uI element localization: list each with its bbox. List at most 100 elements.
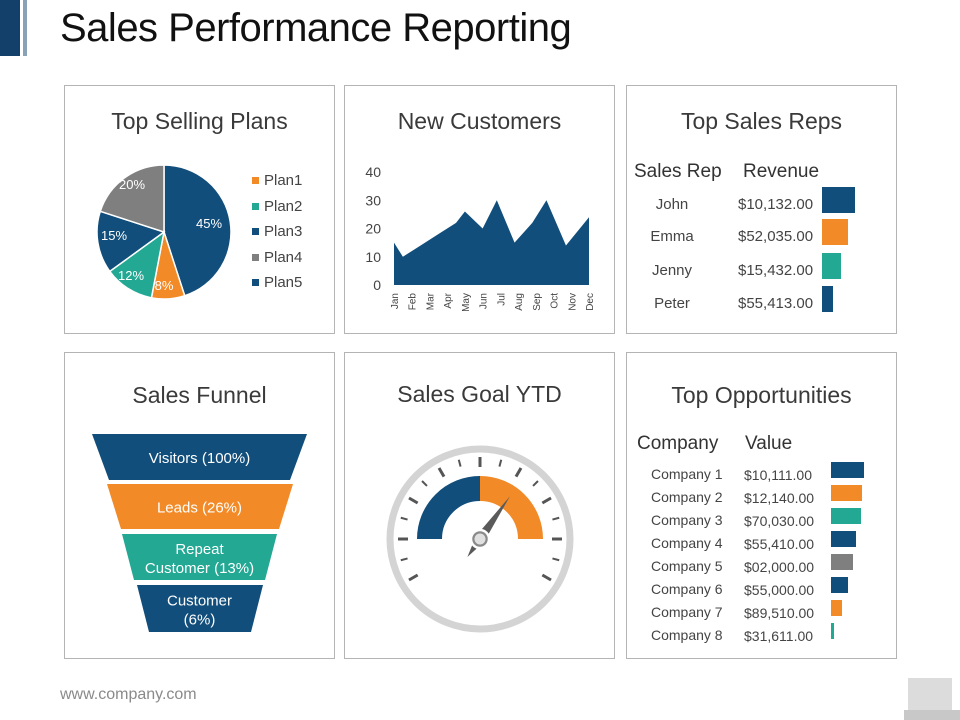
opportunity-value: $55,410.00 [744,536,815,552]
sales-rep-revenue: $15,432.00 [738,262,814,279]
sales-rep-bar [822,187,855,213]
opportunity-company: Company 5 [651,558,723,574]
col-header-company: Company [637,433,719,454]
x-tick-label: Mar [425,292,436,310]
opportunity-bar [831,485,862,501]
opportunity-bar [831,531,856,547]
sales-rep-name: John [655,196,689,213]
x-tick-label: Jan [390,293,401,309]
opportunity-bar [831,462,864,478]
funnel-stage-label: Customer (13%) [145,560,254,577]
footer-url[interactable]: www.company.com [60,686,197,703]
pie-chart: 45% 8% 12% 15% 20% [96,164,232,300]
panel-top-opportunities: Top Opportunities [626,352,897,659]
opportunity-value: $12,140.00 [744,490,815,506]
legend-swatch [252,177,259,184]
gauge-arc-remaining [479,476,543,540]
y-tick-label: 10 [365,249,381,265]
opportunity-value: $31,611.00 [744,628,814,644]
col-header-value: Value [745,433,793,454]
x-tick-label: Oct [550,293,561,309]
x-tick-label: Jul [496,293,507,306]
pie-slice-1 [163,164,232,297]
y-tick-label: 20 [365,221,381,237]
opportunity-value: $89,510.00 [744,605,815,621]
gauge-tick [408,573,419,582]
legend-swatch [252,228,259,235]
opportunity-company: Company 6 [651,581,723,597]
opportunity-company: Company 8 [651,627,723,643]
legend-item-plan5: Plan5 [252,274,302,291]
funnel-stage-label: Visitors (100%) [149,450,250,467]
y-tick-label: 0 [373,277,381,293]
legend-label: Plan1 [264,172,303,189]
page-title: Sales Performance Reporting [60,6,572,50]
panel-title: Top Sales Reps [680,108,843,134]
gauge-tick [400,516,408,521]
legend-swatch [252,253,259,261]
opportunity-company: Company 1 [651,466,723,482]
y-tick-label: 30 [365,192,381,208]
title-accent-bar [0,0,20,56]
opportunity-value: $70,030.00 [744,513,815,529]
gauge-tick [498,459,503,467]
opportunity-value: $02,000.00 [744,559,815,575]
pie-slice-4 [96,210,166,273]
panel-new-customers: New Customers [344,85,615,334]
opportunity-value: $55,000.00 [744,582,815,598]
opportunity-company: Company 4 [651,535,723,551]
gauge-tick [552,516,560,521]
x-tick-label: Nov [567,293,578,311]
funnel-stage-label: Customer [167,593,232,610]
area-series-new-customers [394,200,589,285]
x-tick-label: Dec [585,293,596,311]
col-header-revenue: Revenue [743,161,820,182]
opportunity-company: Company 3 [651,512,723,528]
gauge-tick [514,467,523,478]
panel-title: Sales Goal YTD [397,381,562,407]
x-tick-label: Feb [408,293,419,311]
legend-item-plan1: Plan1 [252,172,302,189]
gauge-tick [532,480,539,487]
opportunity-bar [831,623,834,639]
sales-rep-bar [822,286,833,312]
pie-slice-label: 8% [155,278,174,293]
sales-rep-revenue: $55,413.00 [738,295,814,312]
legend-item-plan2: Plan2 [252,198,302,215]
pie-slice-label: 45% [196,216,222,231]
y-tick-label: 40 [365,164,381,180]
legend-item-plan3: Plan3 [252,223,302,240]
gauge-arc-achieved [417,476,481,540]
pie-slice-label: 15% [101,228,127,243]
gauge-tick [541,573,552,582]
legend-label: Plan2 [264,197,303,215]
panel-title: Sales Funnel [132,382,267,408]
pie-slice-label: 20% [119,177,145,192]
area-chart: 40 30 20 10 0 Jan Feb Mar Apr May Jun Jul Aug Sep Oct N… [365,164,596,312]
gauge-hub-center [474,533,486,545]
col-header-sales-rep: Sales Rep [634,161,722,182]
gauge-tick [437,467,446,478]
gauge-tick [541,496,552,505]
x-tick-label: Aug [514,293,525,311]
opportunity-company: Company 2 [651,489,723,505]
funnel-stage-label: Repeat [175,541,224,558]
pie-slice-5 [99,164,165,234]
title-accent-line [23,0,27,56]
gauge-tick [421,480,428,487]
sales-rep-bar [822,253,841,279]
funnel-stage-1 [92,434,307,480]
opportunity-bar [831,554,853,570]
gauge-tick [457,459,462,467]
panel-title: New Customers [397,108,562,134]
sales-rep-revenue: $10,132.00 [738,196,814,213]
funnel-stage-4 [137,585,263,632]
sales-rep-name: Jenny [651,262,693,279]
sales-rep-bar [822,219,848,245]
funnel-stage-3 [122,534,277,580]
gauge-tick [552,557,560,562]
legend-swatch [252,202,259,210]
legend-label: Plan5 [264,274,303,291]
legend-swatch [252,279,259,286]
funnel-stage-label: (6%) [184,612,216,629]
